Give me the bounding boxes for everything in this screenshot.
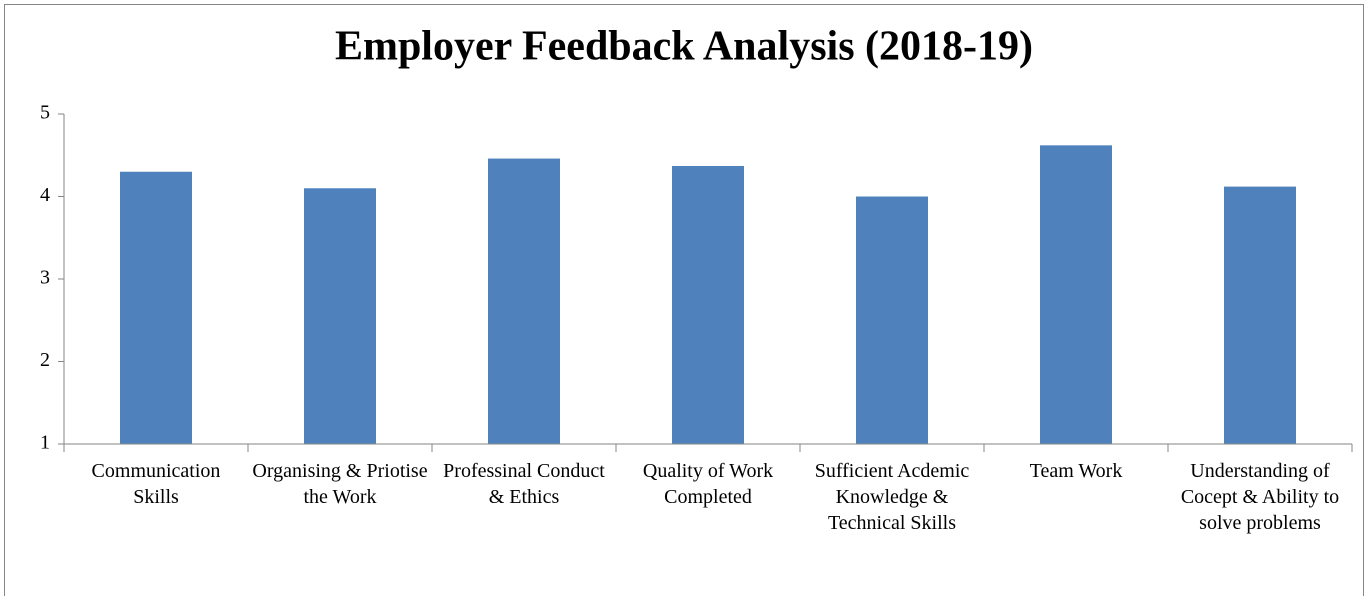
chart-title: Employer Feedback Analysis (2018-19): [335, 24, 1033, 70]
y-tick-label: 1: [40, 432, 50, 454]
x-tick-label: Professinal Conduct & Ethics: [443, 460, 605, 508]
y-tick-label: 3: [40, 267, 50, 289]
bar: [856, 196, 928, 444]
x-tick-label: Communication Skills: [91, 460, 221, 508]
bar: [304, 188, 376, 444]
bar: [488, 158, 560, 445]
y-tick-label: 4: [40, 184, 50, 206]
y-tick-label: 2: [40, 349, 50, 371]
bar: [120, 171, 192, 444]
x-tick-label: Sufficient Acdemic Knowledge & Technical…: [814, 460, 970, 534]
y-tick-label: 5: [40, 102, 50, 124]
chart-border: [4, 4, 1364, 596]
x-tick-label: Quality of Work Completed: [642, 460, 774, 508]
x-tick-label: Understanding of Cocept & Ability to sol…: [1180, 460, 1340, 534]
bar: [1040, 145, 1112, 444]
x-tick-label: Organising & Priotise the Work: [252, 460, 428, 508]
bar: [672, 165, 744, 444]
x-tick-label: Team Work: [1029, 460, 1123, 482]
bar: [1224, 186, 1296, 444]
